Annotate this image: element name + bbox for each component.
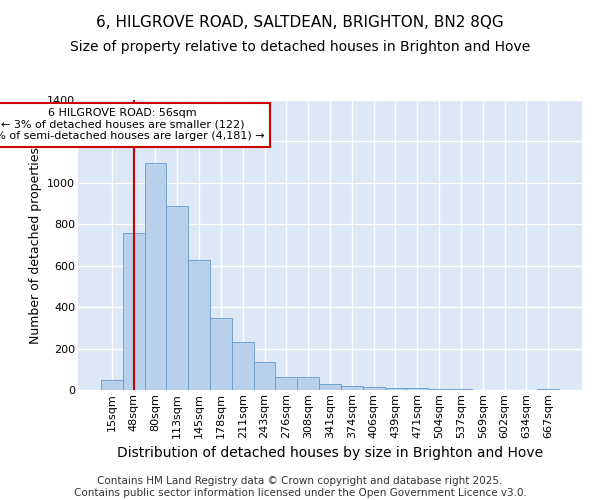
Bar bbox=[406, 388, 428, 390]
Text: Size of property relative to detached houses in Brighton and Hove: Size of property relative to detached ho… bbox=[70, 40, 530, 54]
Bar bbox=[232, 342, 254, 390]
Bar bbox=[254, 362, 275, 390]
X-axis label: Distribution of detached houses by size in Brighton and Hove: Distribution of detached houses by size … bbox=[117, 446, 543, 460]
Bar bbox=[428, 389, 450, 390]
Bar bbox=[123, 232, 145, 390]
Bar bbox=[101, 380, 123, 390]
Bar bbox=[145, 163, 166, 390]
Bar bbox=[275, 376, 297, 390]
Y-axis label: Number of detached properties: Number of detached properties bbox=[29, 146, 41, 344]
Text: Contains HM Land Registry data © Crown copyright and database right 2025.
Contai: Contains HM Land Registry data © Crown c… bbox=[74, 476, 526, 498]
Bar bbox=[319, 384, 341, 390]
Bar bbox=[363, 387, 385, 390]
Bar bbox=[210, 318, 232, 390]
Text: 6 HILGROVE ROAD: 56sqm
← 3% of detached houses are smaller (122)
97% of semi-det: 6 HILGROVE ROAD: 56sqm ← 3% of detached … bbox=[0, 108, 265, 142]
Bar bbox=[166, 206, 188, 390]
Bar bbox=[341, 386, 363, 390]
Bar bbox=[385, 388, 406, 390]
Text: 6, HILGROVE ROAD, SALTDEAN, BRIGHTON, BN2 8QG: 6, HILGROVE ROAD, SALTDEAN, BRIGHTON, BN… bbox=[96, 15, 504, 30]
Bar bbox=[188, 260, 210, 390]
Bar bbox=[537, 389, 559, 390]
Bar bbox=[297, 376, 319, 390]
